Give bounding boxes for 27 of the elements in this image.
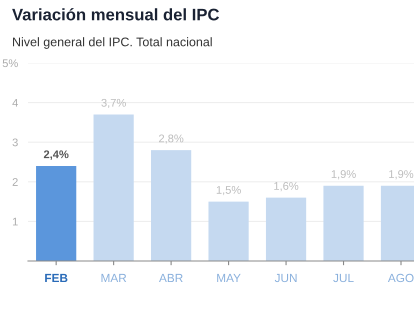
- y-tick-label: 3: [12, 138, 18, 146]
- chart-subtitle: Nivel general del IPC. Total nacional: [13, 37, 212, 49]
- x-tick-label: FEB: [45, 274, 68, 282]
- data-label: 1,9%: [332, 170, 356, 180]
- bar: [36, 166, 76, 261]
- x-tick-label: JUN: [274, 274, 297, 282]
- y-tick-label: 2: [12, 178, 18, 186]
- bar: [208, 202, 249, 261]
- y-tick-label: 5%: [2, 59, 18, 68]
- bar: [94, 114, 134, 261]
- x-tick-label: MAY: [217, 274, 241, 282]
- bar: [266, 198, 306, 261]
- data-label: 3,7%: [101, 98, 126, 108]
- data-label: 1,5%: [216, 186, 241, 196]
- data-label: 1,6%: [274, 182, 298, 192]
- chart-title: Variación mensual del IPC: [12, 8, 220, 20]
- bar: [323, 186, 364, 261]
- data-label: 1,9%: [389, 170, 414, 180]
- x-tick-label: ABR: [158, 274, 183, 282]
- data-label: 2,4%: [44, 150, 69, 160]
- y-tick-label: 4: [12, 98, 18, 107]
- x-tick-label: JUL: [333, 274, 354, 282]
- x-tick-label: AGO: [388, 274, 414, 282]
- x-tick-label: MAR: [101, 274, 126, 282]
- y-tick-label: 1: [12, 218, 18, 226]
- data-label: 2,8%: [159, 134, 184, 144]
- bar: [150, 150, 192, 261]
